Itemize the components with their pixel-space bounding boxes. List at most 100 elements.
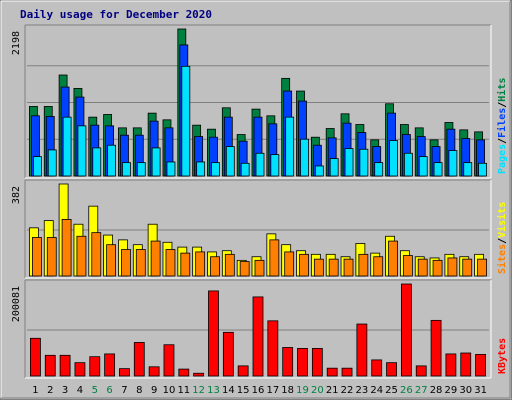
bar-pages-day-12 [196,161,206,177]
legend-separator: / [497,102,508,108]
legend: Sites/Visits [496,202,508,274]
bar-sites-day-9 [150,240,161,277]
legend-files: Files [496,108,508,138]
bar-pages-day-9 [151,147,161,177]
day-label-6: 6 [106,385,112,396]
day-label-23: 23 [356,385,369,396]
y-max-label: 382 [11,186,22,204]
bar-sites-day-14 [224,253,235,277]
bar-kbytes-day-11 [178,368,190,377]
day-label-9: 9 [151,385,157,396]
bar-kbytes-day-27 [415,365,427,377]
bar-sites-day-15 [239,261,250,277]
bar-sites-day-2 [46,237,57,277]
bar-kbytes-day-5 [89,356,101,377]
bar-sites-day-20 [313,258,324,277]
day-label-20: 20 [311,385,324,396]
bar-kbytes-day-1 [30,337,41,377]
visits-sites-panel: 382 Sites/Visits [11,179,508,279]
bar-pages-day-18 [285,116,295,177]
legend-kbytes: KBytes [497,338,508,374]
day-label-26: 26 [400,385,413,396]
bar-pages-day-30 [463,162,473,177]
day-label-4: 4 [77,385,83,396]
day-label-16: 16 [252,385,265,396]
bar-pages-day-8 [136,162,146,177]
bar-kbytes-day-30 [460,352,472,377]
bar-kbytes-day-8 [133,342,145,377]
bar-kbytes-day-12 [193,372,205,377]
bar-kbytes-day-13 [208,290,219,377]
bar-kbytes-day-15 [237,365,249,377]
day-label-22: 22 [341,385,354,396]
legend-separator: / [497,138,508,144]
bar-sites-day-31 [477,258,487,277]
day-label-27: 27 [415,385,428,396]
bar-kbytes-day-10 [163,344,175,377]
bar-kbytes-day-6 [104,353,116,377]
bar-sites-day-7 [121,249,131,277]
bar-sites-day-4 [76,235,87,277]
bar-kbytes-day-25 [386,362,397,377]
day-label-14: 14 [222,385,235,396]
bar-kbytes-day-31 [475,353,486,377]
bar-sites-day-23 [358,253,369,277]
bar-kbytes-day-29 [445,353,457,377]
legend-sites: Sites [496,244,508,274]
legend-hits: Hits [496,78,508,102]
day-label-28: 28 [430,385,443,396]
bar-pages-day-26 [403,152,413,177]
bar-sites-day-27 [417,258,428,277]
bar-pages-day-2 [47,149,57,177]
day-label-5: 5 [92,385,98,396]
bar-sites-day-24 [373,256,384,277]
bar-pages-day-15 [240,162,250,177]
day-label-12: 12 [192,385,205,396]
day-label-19: 19 [296,385,309,396]
bar-pages-day-10 [166,161,176,177]
bar-pages-day-14 [225,146,235,177]
bar-sites-day-16 [254,259,265,277]
bar-pages-day-11 [181,65,191,177]
bar-pages-day-1 [33,156,42,177]
bar-kbytes-day-9 [148,366,160,377]
bar-kbytes-day-16 [252,296,264,377]
bar-kbytes-day-4 [74,362,86,377]
bar-kbytes-day-2 [44,354,56,377]
kbytes-panel: 200081 KBytes [11,279,508,379]
bar-sites-day-1 [32,237,42,277]
bar-sites-day-29 [447,257,458,277]
bar-pages-day-3 [62,116,72,177]
bar-sites-day-12 [195,251,206,277]
day-label-3: 3 [62,385,68,396]
day-label-11: 11 [177,385,190,396]
bar-pages-day-19 [300,138,309,177]
bar-sites-day-30 [462,258,473,277]
bar-sites-day-13 [210,256,220,277]
bar-pages-day-29 [448,150,458,177]
bar-sites-day-21 [328,258,339,277]
bar-sites-day-25 [388,240,398,277]
bar-pages-day-4 [77,125,87,177]
bar-pages-day-21 [329,158,339,177]
bar-sites-day-18 [284,251,295,277]
day-label-13: 13 [207,385,220,396]
legend-visits: Visits [496,202,508,238]
legend-separator: / [497,238,508,244]
day-label-7: 7 [121,385,127,396]
bar-pages-day-17 [270,154,280,177]
day-label-10: 10 [163,385,176,396]
legend: KBytes [497,338,508,374]
day-label-15: 15 [237,385,250,396]
bar-pages-day-5 [92,147,102,177]
x-axis-day-labels: 1 2 3 4 5 6 7 8 9 10 11 12 13 14 15 16 17 18 19 20 21 22 23 24 2… [32,385,487,396]
day-label-2: 2 [47,385,53,396]
bar-sites-day-26 [402,255,413,277]
y-max-label: 2198 [11,31,22,55]
bar-sites-day-5 [91,232,102,277]
day-label-21: 21 [326,385,339,396]
bar-pages-day-7 [122,162,131,177]
bar-sites-day-11 [180,252,191,277]
